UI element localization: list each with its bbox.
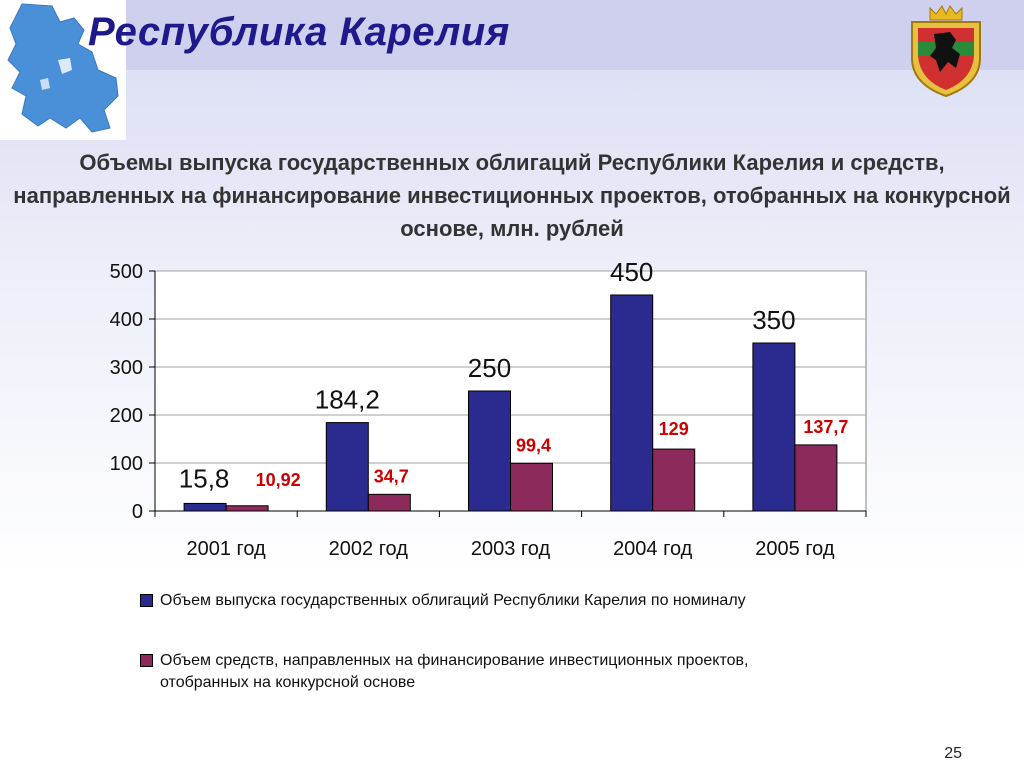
karelia-map-icon bbox=[0, 0, 126, 140]
data-label-series-1: 250 bbox=[468, 353, 511, 383]
x-tick-label: 2003 год bbox=[471, 538, 551, 560]
y-tick-label: 500 bbox=[110, 261, 143, 283]
bar-series-1 bbox=[752, 342, 796, 512]
bar-series-2 bbox=[510, 462, 553, 512]
legend-swatch-series-2 bbox=[140, 654, 153, 667]
x-tick-label: 2005 год bbox=[755, 538, 835, 560]
coat-of-arms-icon bbox=[906, 4, 986, 100]
chart-title: Объемы выпуска государственных облигаций… bbox=[13, 150, 1011, 241]
bar-series-1 bbox=[325, 422, 369, 512]
legend-label-series-1: Объем выпуска государственных облигаций … bbox=[160, 592, 746, 609]
data-label-series-2: 34,7 bbox=[374, 466, 409, 486]
legend-item-series-2: Объем средств, направленных на финансиро… bbox=[140, 650, 840, 694]
data-label-series-2: 99,4 bbox=[516, 435, 551, 455]
x-tick-label: 2004 год bbox=[613, 538, 693, 560]
bar-series-2 bbox=[652, 448, 696, 512]
y-tick-label: 100 bbox=[110, 453, 143, 475]
data-label-series-1: 184,2 bbox=[315, 385, 380, 415]
data-label-series-1: 15,8 bbox=[179, 463, 230, 493]
y-tick-label: 300 bbox=[110, 357, 143, 379]
data-label-series-1: 350 bbox=[752, 305, 795, 335]
data-label-series-2: 137,7 bbox=[803, 417, 848, 437]
bar-series-1 bbox=[610, 294, 654, 512]
page-title: Республика Карелия bbox=[88, 10, 510, 54]
y-tick-label: 0 bbox=[132, 501, 143, 523]
bar-series-1 bbox=[468, 390, 511, 512]
bar-series-1 bbox=[183, 502, 227, 512]
header-band bbox=[0, 0, 1024, 70]
y-tick-label: 400 bbox=[110, 309, 143, 331]
page-number: 25 bbox=[944, 745, 962, 762]
x-tick-label: 2002 год bbox=[329, 538, 409, 560]
x-tick-label: 2001 год bbox=[186, 538, 266, 560]
legend-label-series-2: Объем средств, направленных на финансиро… bbox=[160, 652, 749, 691]
data-label-series-2: 10,92 bbox=[256, 470, 301, 490]
data-label-series-2: 129 bbox=[659, 419, 689, 439]
data-label-series-1: 450 bbox=[610, 257, 653, 287]
y-tick-label: 200 bbox=[110, 405, 143, 427]
legend-swatch-series-1 bbox=[140, 594, 153, 607]
legend-item-series-1: Объем выпуска государственных облигаций … bbox=[140, 590, 840, 612]
bar-series-2 bbox=[225, 505, 269, 512]
bar-series-2 bbox=[794, 444, 838, 512]
bar-series-2 bbox=[367, 493, 411, 512]
